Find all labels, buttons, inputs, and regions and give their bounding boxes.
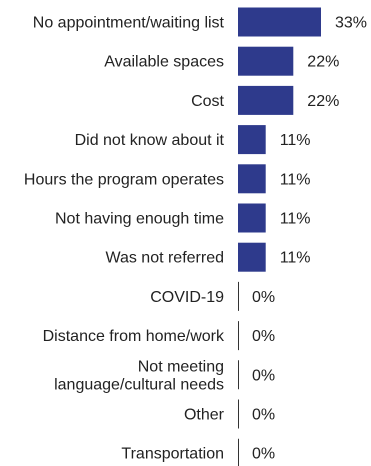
- category-label-2: Cost: [191, 93, 224, 110]
- value-label-1: 22%: [307, 54, 339, 71]
- category-label-6: Was not referred: [105, 250, 224, 267]
- value-label-7: 0%: [252, 289, 275, 306]
- category-labels-group: No appointment/waiting list Available spa…: [24, 15, 225, 463]
- value-label-3: 11%: [280, 132, 311, 149]
- value-label-2: 22%: [307, 93, 339, 110]
- bar-6: [238, 242, 266, 272]
- category-label-4: Hours the program operates: [24, 171, 224, 188]
- category-label-3: Did not know about it: [75, 132, 225, 149]
- category-label-8: Distance from home/work: [43, 328, 225, 345]
- category-label-9: Not meeting language/cultural needs: [54, 358, 224, 393]
- value-label-10: 0%: [252, 407, 275, 424]
- category-label-0: No appointment/waiting list: [33, 15, 225, 32]
- bar-3: [238, 125, 266, 155]
- category-label-10: Other: [184, 407, 225, 424]
- bar-5: [238, 203, 266, 233]
- value-label-0: 33%: [335, 15, 367, 32]
- bar-2: [238, 85, 294, 115]
- value-label-8: 0%: [252, 328, 275, 345]
- value-label-9: 0%: [252, 367, 275, 384]
- category-label-1: Available spaces: [104, 54, 224, 71]
- category-label-11: Transportation: [121, 446, 224, 463]
- category-label-5: Not having enough time: [55, 211, 224, 228]
- bar-4: [238, 164, 266, 194]
- bars-group: [238, 7, 321, 466]
- category-label-7: COVID-19: [150, 289, 224, 306]
- value-label-5: 11%: [280, 211, 311, 228]
- value-label-11: 0%: [252, 446, 275, 463]
- value-label-4: 11%: [280, 171, 311, 188]
- value-label-6: 11%: [280, 250, 311, 267]
- bar-1: [238, 46, 294, 76]
- value-labels-group: 33% 22% 22% 11% 11% 11% 11% 0% 0% 0% 0% 0%: [252, 15, 367, 463]
- bar-0: [238, 7, 321, 37]
